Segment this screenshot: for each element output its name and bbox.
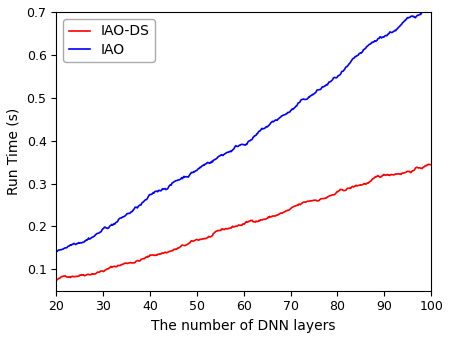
IAO-DS <box>425 162 431 166</box>
IAO <box>419 10 425 14</box>
IAO <box>232 146 237 150</box>
IAO-DS <box>54 278 59 282</box>
IAO-DS <box>419 167 425 171</box>
IAO <box>361 48 366 52</box>
Legend: IAO-DS, IAO: IAO-DS, IAO <box>63 19 155 62</box>
IAO <box>256 129 262 133</box>
IAO-DS <box>256 218 262 222</box>
X-axis label: The number of DNN layers: The number of DNN layers <box>151 319 336 333</box>
IAO <box>234 144 239 148</box>
Line: IAO: IAO <box>56 7 431 252</box>
Line: IAO-DS: IAO-DS <box>56 164 431 280</box>
IAO <box>54 250 59 254</box>
IAO-DS <box>428 163 434 167</box>
IAO-DS <box>277 212 282 216</box>
IAO-DS <box>361 182 366 186</box>
IAO-DS <box>234 224 239 228</box>
IAO-DS <box>232 225 237 229</box>
Y-axis label: Run Time (s): Run Time (s) <box>7 108 21 195</box>
IAO <box>277 116 282 120</box>
IAO <box>428 5 434 10</box>
